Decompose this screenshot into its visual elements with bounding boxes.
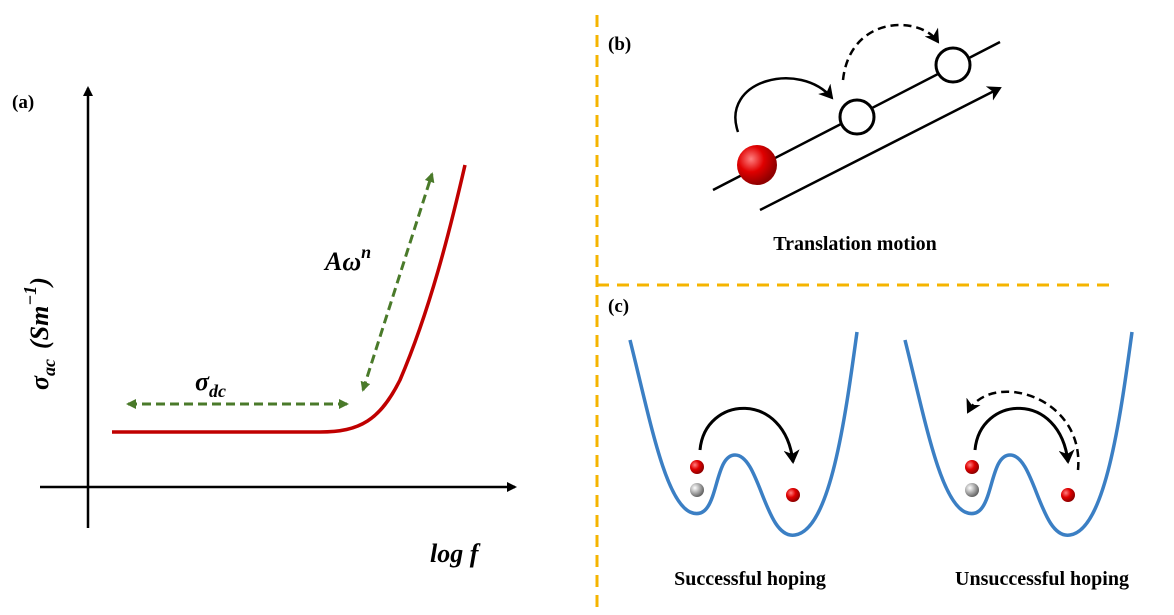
y-axis-label: σac(Sm−1): [20, 277, 59, 390]
panel-label: (b): [608, 34, 631, 55]
dc-label: σdc: [195, 367, 226, 401]
caption: Successful hoping: [674, 568, 826, 590]
direction-arrow: [760, 88, 1000, 210]
double-well: [630, 332, 857, 535]
caption: Unsuccessful hoping: [955, 568, 1129, 590]
power-label: Aωn: [323, 242, 371, 276]
conductivity-curve: [112, 165, 465, 432]
double-well: [905, 332, 1132, 535]
caption: Translation motion: [773, 233, 937, 255]
x-axis-label: log f: [430, 539, 481, 568]
ion: [737, 145, 777, 185]
hop-arrow: [735, 78, 832, 132]
vacancy: [840, 100, 874, 134]
hop-arrow: [843, 25, 938, 80]
power-arrow: [363, 174, 432, 390]
figure: (a) σdc Aωn σac(Sm−1) log f (b) Translat…: [0, 0, 1174, 615]
panel-label: (c): [608, 296, 629, 317]
vacancy: [936, 48, 970, 82]
panel-label: (a): [12, 92, 34, 113]
